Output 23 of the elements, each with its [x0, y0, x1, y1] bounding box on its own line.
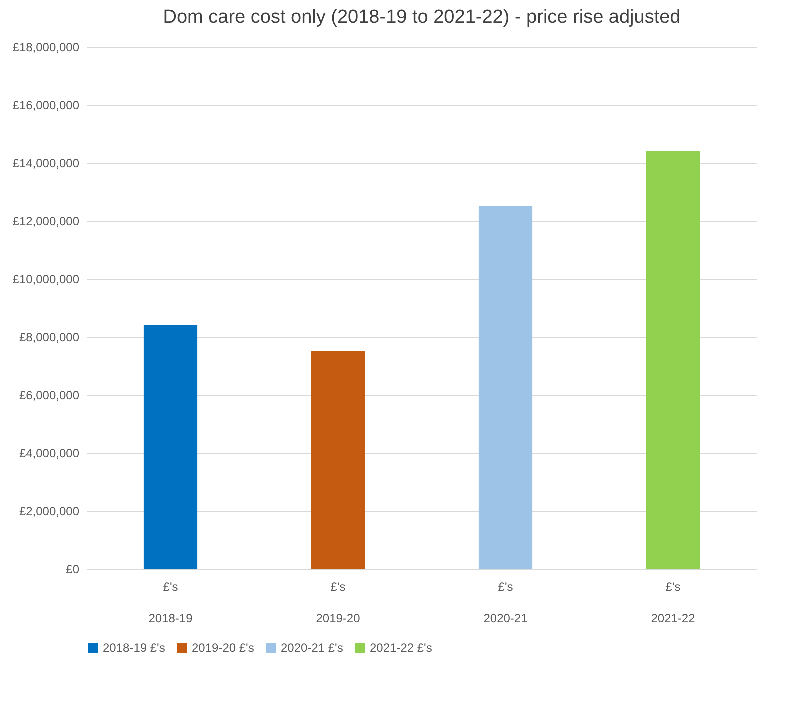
y-tick-label: £6,000,000 [19, 388, 80, 402]
x-tick-label: 2019-20 [316, 612, 361, 626]
y-tick-label: £8,000,000 [19, 330, 80, 344]
text: £'s [330, 580, 346, 594]
x-tick-label: 2020-21 [484, 612, 528, 626]
legend-label: 2021-22 £'s [370, 641, 432, 655]
legend-label: 2018-19 £'s [103, 641, 166, 655]
legend-label: 2019-20 £'s [192, 641, 254, 655]
y-tick-label: £2,000,000 [19, 504, 80, 518]
y-tick-label: £18,000,000 [12, 40, 80, 54]
text: £'s [666, 580, 681, 594]
text: £'s [163, 580, 178, 594]
x-tick-label: 2021-22 [651, 612, 696, 626]
chart-title: Dom care cost only (2018-19 to 2021-22) - price rise adjusted [163, 7, 681, 28]
y-tick-label: £12,000,000 [12, 214, 80, 228]
y-tick-label: £10,000,000 [12, 272, 80, 286]
legend-label: 2020-21 £'s [281, 641, 344, 655]
y-tick-label: £4,000,000 [19, 446, 80, 460]
y-tick-label: £0 [66, 562, 80, 576]
x-tick-label: 2018-19 [148, 612, 194, 626]
text: £'s [498, 580, 514, 594]
y-tick-label: £16,000,000 [12, 98, 80, 112]
y-tick-label: £14,000,000 [12, 156, 80, 170]
